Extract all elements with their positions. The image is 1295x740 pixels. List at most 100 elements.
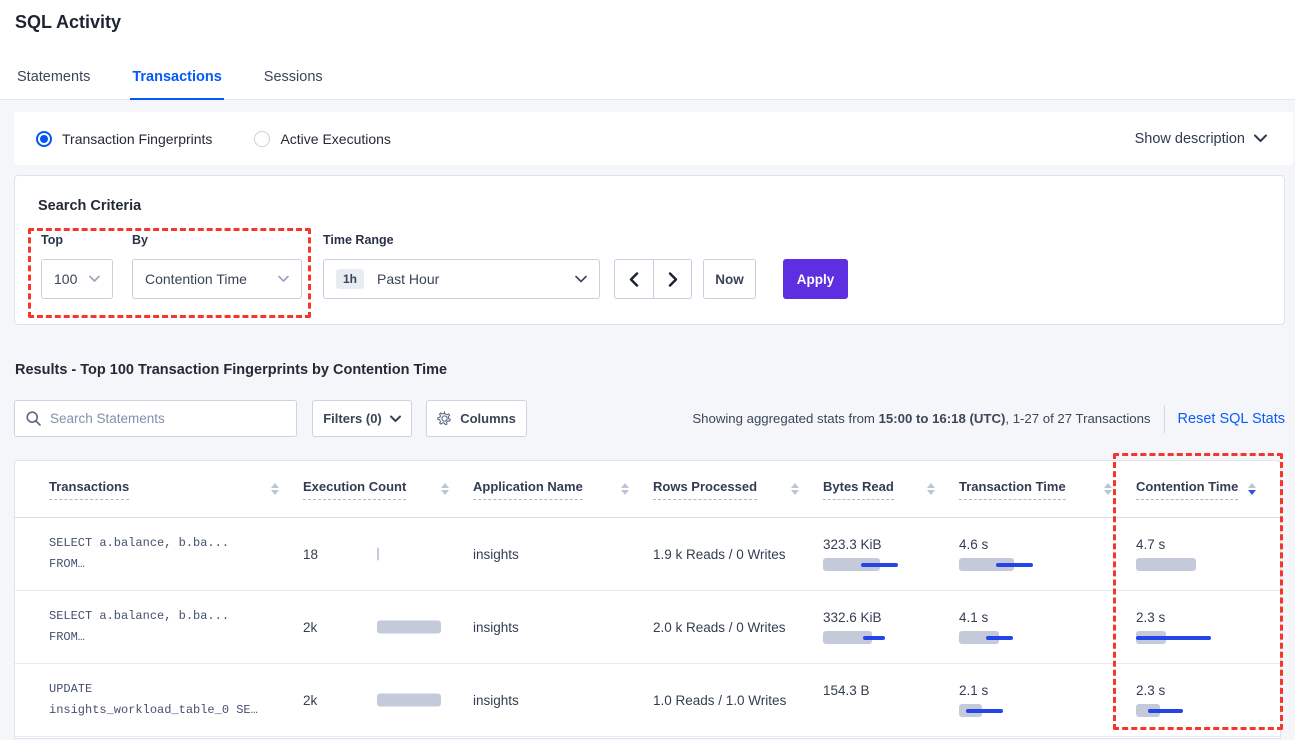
execution-count-bar <box>377 547 379 561</box>
bytes-read-cell-bar <box>823 558 941 571</box>
bytes-read-cell-bar <box>823 631 941 644</box>
filters-label: Filters (0) <box>323 411 382 426</box>
search-criteria-card: Search Criteria Top 100 By Contention Ti… <box>14 175 1285 325</box>
execution-count-cell: 18 <box>303 547 473 562</box>
radio-label: Active Executions <box>280 130 391 147</box>
page-header: SQL Activity Statements Transactions Ses… <box>0 0 1295 100</box>
filters-button[interactable]: Filters (0) <box>312 400 412 437</box>
column-header-label: Execution Count <box>303 479 407 500</box>
view-mode-bar: Transaction Fingerprints Active Executio… <box>14 112 1293 165</box>
previous-time-button[interactable] <box>615 260 653 298</box>
execution-count-value: 18 <box>303 546 319 562</box>
chevron-down-icon <box>89 275 100 282</box>
table-header-row: Transactions Execution Count Application N… <box>15 461 1280 518</box>
contention-time-cell-bar <box>1136 558 1262 571</box>
sort-icon[interactable] <box>613 482 629 496</box>
time-range-badge: 1h <box>336 269 365 289</box>
column-header-execution-count[interactable]: Execution Count <box>303 479 473 500</box>
search-statements-box <box>14 400 297 437</box>
aggregated-stats-text: Showing aggregated stats from 15:00 to 1… <box>692 411 1151 426</box>
search-statements-input[interactable] <box>50 411 285 426</box>
contention-time-cell: 2.3 s <box>1136 610 1280 644</box>
contention-time-cell-bar <box>1136 631 1262 644</box>
column-header-bytes-read[interactable]: Bytes Read <box>823 479 959 500</box>
show-description-toggle[interactable]: Show description <box>1135 131 1267 147</box>
transaction-time-cell-value: 4.6 s <box>959 537 989 552</box>
chevron-down-icon <box>389 415 401 422</box>
contention-time-cell-value: 2.3 s <box>1136 683 1166 698</box>
next-time-button[interactable] <box>653 260 691 298</box>
column-header-application-name[interactable]: Application Name <box>473 479 653 500</box>
reset-sql-stats-link[interactable]: Reset SQL Stats <box>1177 410 1285 427</box>
sort-icon[interactable] <box>263 482 279 496</box>
contention-time-cell: 4.7 s <box>1136 537 1280 571</box>
search-criteria-title: Search Criteria <box>38 198 142 214</box>
execution-count-cell: 2k <box>303 693 473 708</box>
column-header-label: Transactions <box>49 479 130 500</box>
application-name-cell: insights <box>473 619 519 635</box>
columns-button[interactable]: Columns <box>426 400 527 437</box>
application-name-cell: insights <box>473 692 519 708</box>
results-title: Results - Top 100 Transaction Fingerprin… <box>15 362 448 378</box>
radio-selected-icon <box>36 130 52 147</box>
table-row: SELECT a.balance, b.ba... FROM… 2k insights… <box>15 591 1280 664</box>
search-icon <box>26 411 41 426</box>
chevron-right-icon <box>668 271 677 287</box>
execution-count-value: 2k <box>303 692 318 708</box>
top-select-value: 100 <box>54 271 78 287</box>
apply-button[interactable]: Apply <box>783 259 848 299</box>
sort-icon[interactable] <box>433 482 449 496</box>
execution-count-bar <box>377 620 441 634</box>
contention-time-cell-value: 2.3 s <box>1136 610 1166 625</box>
by-field-label: By <box>132 233 148 247</box>
column-header-transaction-time[interactable]: Transaction Time <box>959 479 1136 500</box>
column-header-transactions[interactable]: Transactions <box>49 479 303 500</box>
show-description-label: Show description <box>1134 130 1245 147</box>
toolbar-divider <box>1163 404 1165 433</box>
tab-sessions[interactable]: Sessions <box>263 69 323 85</box>
bytes-read-cell-value: 332.6 KiB <box>823 610 882 625</box>
radio-active-executions[interactable]: Active Executions <box>254 130 391 147</box>
by-select[interactable]: Contention Time <box>132 259 302 299</box>
transaction-query-link[interactable]: SELECT a.balance, b.ba... FROM… <box>49 609 230 644</box>
page-title: SQL Activity <box>15 12 122 32</box>
chevron-down-icon <box>1254 134 1267 142</box>
rows-processed-cell: 2.0 k Reads / 0 Writes <box>653 619 786 635</box>
execution-count-bar <box>377 693 441 707</box>
transaction-time-cell-bar <box>959 704 1118 717</box>
sort-icon[interactable] <box>1096 482 1112 496</box>
sort-icon[interactable] <box>919 482 935 496</box>
execution-count-value: 2k <box>303 619 318 635</box>
time-range-value: Past Hour <box>377 271 440 287</box>
top-select[interactable]: 100 <box>41 259 113 299</box>
tab-transactions[interactable]: Transactions <box>130 59 224 100</box>
transactions-table: Transactions Execution Count Application N… <box>14 460 1281 739</box>
transaction-time-cell-value: 4.1 s <box>959 610 989 625</box>
bytes-read-cell: 323.3 KiB <box>823 537 959 571</box>
transaction-time-cell-value: 2.1 s <box>959 683 989 698</box>
column-header-label: Rows Processed <box>653 479 758 500</box>
sort-icon[interactable] <box>783 482 799 496</box>
chevron-left-icon <box>629 271 639 287</box>
contention-time-cell-bar <box>1136 704 1262 717</box>
table-row: UPDATE insights_workload_table_0 SE… 2k ins… <box>15 664 1280 737</box>
column-header-label: Bytes Read <box>823 479 894 500</box>
transaction-time-cell: 2.1 s <box>959 683 1136 717</box>
table-row: SELECT a.balance, b.ba... FROM… 18 insights… <box>15 518 1280 591</box>
now-button[interactable]: Now <box>703 259 756 299</box>
transaction-query-link[interactable]: SELECT a.balance, b.ba... FROM… <box>49 536 230 571</box>
sort-icon[interactable] <box>1240 482 1256 496</box>
time-range-select[interactable]: 1h Past Hour <box>323 259 600 299</box>
radio-label: Transaction Fingerprints <box>62 130 213 147</box>
radio-transaction-fingerprints[interactable]: Transaction Fingerprints <box>36 130 213 147</box>
transaction-query-link[interactable]: UPDATE insights_workload_table_0 SE… <box>49 682 258 717</box>
column-header-rows-processed[interactable]: Rows Processed <box>653 479 823 500</box>
bytes-read-cell-bar <box>823 704 941 717</box>
gear-icon <box>437 411 452 426</box>
column-header-label: Transaction Time <box>959 479 1066 500</box>
application-name-cell: insights <box>473 546 519 562</box>
column-header-contention-time[interactable]: Contention Time <box>1136 479 1280 500</box>
tab-statements[interactable]: Statements <box>17 69 91 85</box>
transaction-time-cell-bar <box>959 631 1118 644</box>
